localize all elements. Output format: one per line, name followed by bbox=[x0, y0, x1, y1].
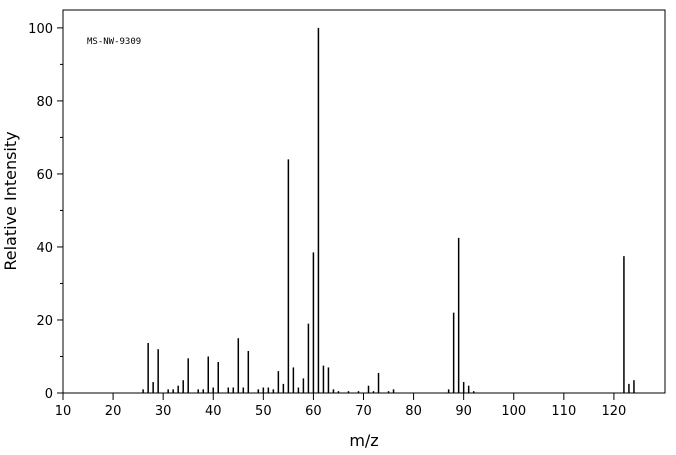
x-tick-label: 40 bbox=[205, 404, 222, 419]
x-tick-label: 100 bbox=[501, 404, 526, 419]
x-tick-label: 70 bbox=[355, 404, 372, 419]
y-tick-label: 20 bbox=[36, 314, 53, 329]
y-tick-label: 80 bbox=[36, 95, 53, 110]
x-tick-label: 110 bbox=[551, 404, 576, 419]
x-tick-label: 60 bbox=[305, 404, 322, 419]
x-tick-label: 120 bbox=[602, 404, 627, 419]
y-axis-label: Relative Intensity bbox=[1, 131, 20, 270]
x-tick-label: 20 bbox=[105, 404, 122, 419]
y-tick-label: 100 bbox=[28, 22, 53, 37]
plot-frame bbox=[62, 9, 666, 394]
x-tick-label: 80 bbox=[405, 404, 422, 419]
y-tick-label: 40 bbox=[36, 241, 53, 256]
x-tick-label: 50 bbox=[255, 404, 272, 419]
annotation: MS-NW-9309 bbox=[87, 37, 141, 47]
y-tick-label: 60 bbox=[36, 168, 53, 183]
x-tick-label: 10 bbox=[55, 404, 72, 419]
x-axis-label: m/z bbox=[349, 431, 378, 450]
x-tick-label: 90 bbox=[455, 404, 472, 419]
y-tick-label: 0 bbox=[45, 387, 53, 402]
x-tick-label: 30 bbox=[155, 404, 172, 419]
